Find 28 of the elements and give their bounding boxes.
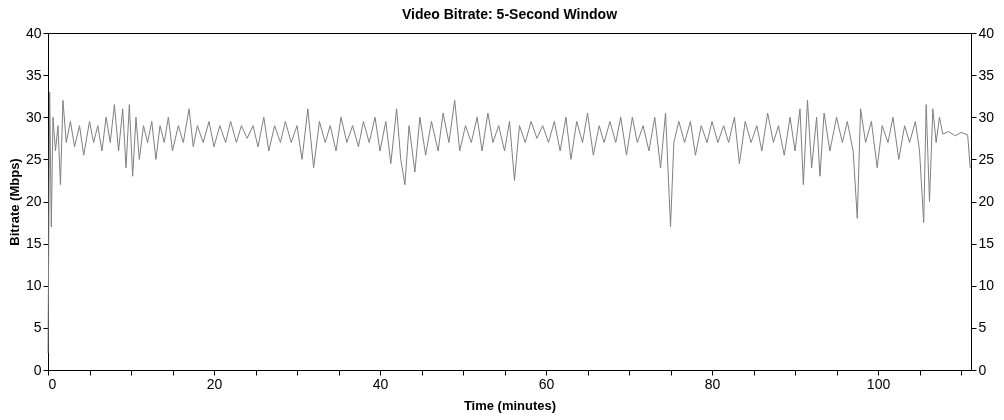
y2-tick-label: 40 bbox=[978, 24, 995, 41]
y-tick-label: 5 bbox=[33, 319, 42, 336]
y-tick-label: 30 bbox=[25, 108, 42, 125]
y-tick-label: 40 bbox=[25, 24, 42, 41]
x-tick-label: 80 bbox=[704, 375, 721, 392]
y-tick-label: 25 bbox=[25, 150, 42, 167]
y-tick-label: 10 bbox=[25, 277, 42, 294]
y2-tick-label: 20 bbox=[978, 193, 995, 209]
y-tick-label: 15 bbox=[25, 235, 42, 252]
chart-title: Video Bitrate: 5-Second Window bbox=[401, 6, 618, 22]
y2-tick-label: 30 bbox=[978, 108, 995, 125]
x-tick-label: 20 bbox=[206, 375, 223, 392]
line-series bbox=[47, 91, 971, 354]
x-tick-label: 40 bbox=[372, 375, 389, 392]
x-tick-label: 100 bbox=[866, 375, 891, 392]
y-axis-title: Bitrate (Mbps) bbox=[6, 158, 22, 246]
y-tick-label: 0 bbox=[33, 361, 42, 378]
y2-tick-label: 0 bbox=[978, 361, 987, 378]
y2-tick-label: 10 bbox=[978, 277, 995, 294]
y-tick-label: 20 bbox=[25, 193, 42, 209]
y-tick-label: 35 bbox=[25, 66, 42, 83]
x-tick-label: 60 bbox=[538, 375, 555, 392]
y2-tick-label: 35 bbox=[978, 66, 995, 83]
x-axis-title: Time (minutes) bbox=[463, 397, 557, 413]
y2-tick-label: 15 bbox=[978, 235, 995, 252]
x-tick-label: 0 bbox=[48, 375, 57, 392]
y2-tick-label: 5 bbox=[978, 319, 987, 336]
y2-tick-label: 25 bbox=[978, 150, 995, 167]
